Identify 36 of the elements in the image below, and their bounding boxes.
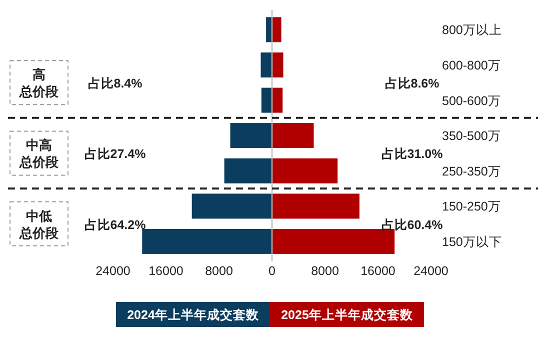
x-tick-label: 16000: [148, 264, 184, 278]
annotation: 占比64.2%: [84, 218, 146, 232]
bar: [272, 52, 284, 78]
x-tick-label: 8000: [205, 264, 233, 278]
bar: [261, 88, 272, 113]
annotation: 占比60.4%: [381, 218, 443, 232]
x-tick-label: 0: [268, 264, 276, 278]
bar: [230, 123, 272, 148]
y-tick-label: 350-500万: [442, 129, 501, 144]
bar: [266, 17, 272, 42]
bar: [272, 194, 360, 219]
annotation: 占比8.4%: [88, 76, 142, 91]
bar: [272, 123, 314, 148]
bar: [272, 158, 338, 184]
annotation: 占比8.6%: [384, 76, 440, 91]
annotation: 占比27.4%: [84, 147, 146, 162]
y-tick-label: 500-600万: [442, 94, 501, 108]
y-tick-label: 150-250万: [442, 200, 501, 214]
y-tick-label: 800万以上: [442, 23, 502, 38]
x-tick-label: 24000: [414, 264, 448, 278]
annotation: 占比31.0%: [381, 147, 443, 162]
y-tick-label: 600-800万: [442, 58, 501, 72]
bar: [260, 52, 272, 78]
text: 中低总价段: [18, 208, 60, 240]
x-tick-label: 8000: [311, 264, 339, 278]
text: 高总价段: [18, 67, 60, 100]
y-tick-label: 150万以下: [442, 234, 502, 249]
bar: [272, 88, 283, 113]
x-tick-label: 16000: [360, 264, 396, 278]
text: 中高总价段: [18, 138, 60, 170]
bar: [192, 194, 272, 219]
x-tick-label: 24000: [96, 264, 130, 278]
bar: [272, 17, 282, 42]
bar: [224, 158, 272, 184]
bar: [142, 228, 272, 254]
y-tick-label: 250-350万: [442, 164, 501, 178]
